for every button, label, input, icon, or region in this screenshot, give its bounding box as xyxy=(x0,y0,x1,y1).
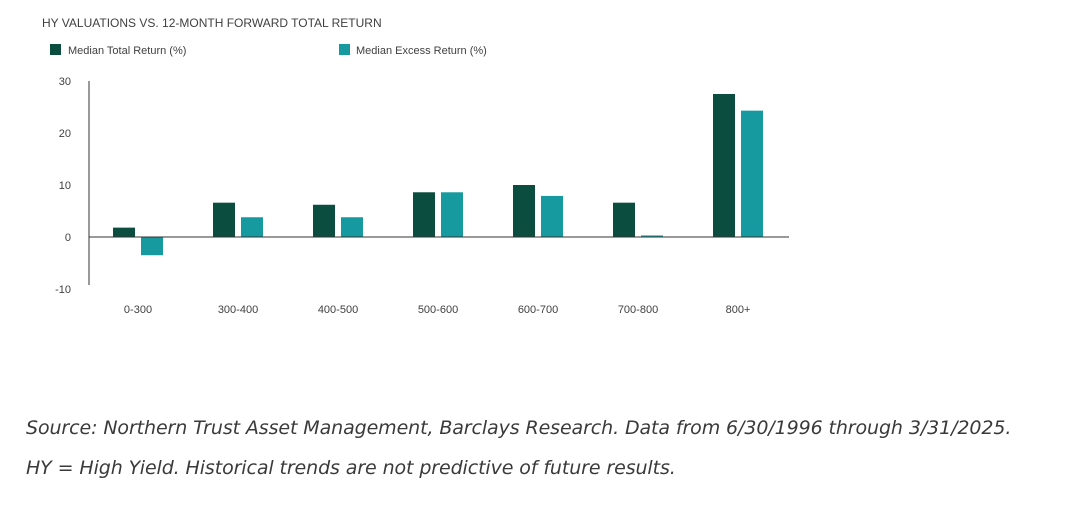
bar-total-return-3 xyxy=(413,192,435,237)
disclaimer-footnote: HY = High Yield. Historical trends are n… xyxy=(26,457,676,479)
y-tick-label: 0 xyxy=(65,232,71,244)
bar-total-return-0 xyxy=(113,227,135,237)
x-category-label: 700-800 xyxy=(618,304,658,316)
y-tick-label: 20 xyxy=(59,128,71,140)
y-axis-ticks: 30 20 10 0 -10 xyxy=(55,76,71,296)
x-category-label: 500-600 xyxy=(418,304,458,316)
x-category-label: 0-300 xyxy=(124,304,152,316)
source-footnote: Source: Northern Trust Asset Management,… xyxy=(26,417,1012,439)
x-category-label: 400-500 xyxy=(318,304,358,316)
bars xyxy=(113,94,763,256)
legend-swatch-excess-return xyxy=(339,44,350,55)
legend-label-total-return: Median Total Return (%) xyxy=(68,45,186,57)
x-axis-labels: 0-300 300-400 400-500 500-600 600-700 700-800… xyxy=(124,304,750,316)
y-tick-label: -10 xyxy=(55,284,71,296)
legend-swatch-total-return xyxy=(50,44,61,55)
bar-excess-return-4 xyxy=(541,195,563,237)
bar-excess-return-1 xyxy=(241,217,263,237)
y-tick-label: 10 xyxy=(59,180,71,192)
chart: HY VALUATIONS VS. 12-MONTH FORWARD TOTAL… xyxy=(42,16,789,316)
bar-total-return-2 xyxy=(313,204,335,237)
x-category-label: 300-400 xyxy=(218,304,258,316)
legend-label-excess-return: Median Excess Return (%) xyxy=(356,45,487,57)
x-category-label: 800+ xyxy=(726,304,751,316)
chart-title: HY VALUATIONS VS. 12-MONTH FORWARD TOTAL… xyxy=(42,16,382,30)
bar-excess-return-0 xyxy=(141,237,163,256)
x-category-label: 600-700 xyxy=(518,304,558,316)
bar-excess-return-2 xyxy=(341,217,363,237)
bar-total-return-5 xyxy=(613,202,635,237)
bar-excess-return-6 xyxy=(741,110,763,237)
bar-total-return-4 xyxy=(513,185,535,237)
y-tick-label: 30 xyxy=(59,76,71,88)
bar-total-return-6 xyxy=(713,94,735,237)
bar-total-return-1 xyxy=(213,202,235,237)
bar-excess-return-5 xyxy=(641,235,663,237)
bar-excess-return-3 xyxy=(441,192,463,237)
